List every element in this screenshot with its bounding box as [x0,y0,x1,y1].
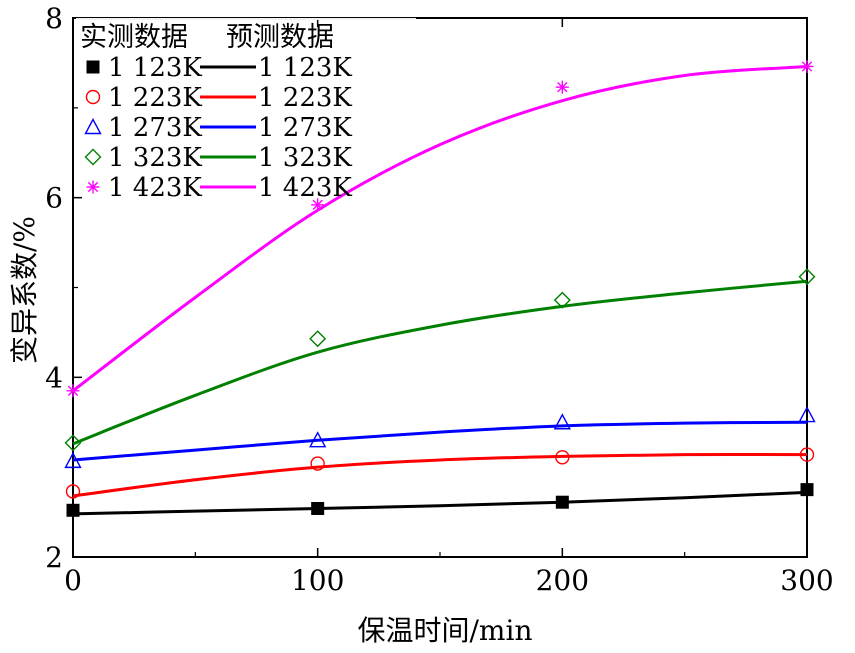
measured-point-2 [798,406,816,423]
legend-label-predicted: 1 273K [258,113,352,143]
legend-marker [86,180,100,194]
y-tick-label: 2 [45,541,63,574]
legend-header-predicted: 预测数据 [226,22,334,53]
prediction-line-4 [72,65,808,393]
y-tick-label: 4 [45,361,63,394]
legend-marker [84,148,102,166]
legend-row: 1 223K 1 223K [85,83,352,113]
measured-point-2 [64,451,82,469]
measured-point-0 [311,501,325,515]
legend-label-predicted: 1 423K [258,173,352,203]
x-tick-labels: 0 100 200 300 [64,564,834,597]
legend-marker [85,89,101,105]
legend-label-measured: 1 423K [108,173,202,203]
measured-point-3 [553,291,571,309]
measured-point-1 [65,484,81,499]
measured-point-4 [311,198,325,212]
x-tick-label: 300 [780,564,833,597]
x-tick-label: 100 [291,564,344,597]
measured-point-4 [800,60,814,74]
legend-header-measured: 实测数据 [80,22,188,53]
measured-point-4 [555,80,569,94]
measured-markers [64,60,816,517]
measured-point-4 [66,384,80,398]
y-axis-label: 变异系数/% [8,216,41,364]
legend-label-measured: 1 273K [108,113,202,143]
measured-point-1 [555,450,570,465]
measured-point-1 [310,456,325,471]
prediction-line-0 [72,490,808,516]
measured-point-2 [308,431,327,448]
legend-marker [84,118,102,135]
measured-point-2 [553,413,572,430]
legend-label-measured: 1 123K [108,53,202,83]
y-tick-labels: 2 4 6 8 [45,2,63,574]
prediction-line-2 [72,420,808,462]
legend-label-predicted: 1 223K [258,83,352,113]
legend-row: 1 123K 1 123K [86,53,352,83]
x-axis-label: 保温时间/min [358,614,533,647]
legend-label-measured: 1 223K [108,83,202,113]
legend-marker [86,60,100,74]
prediction-line-1 [72,452,808,498]
axis-ticks [72,17,808,558]
measured-point-3 [798,268,816,286]
prediction-line-3 [72,279,808,446]
y-tick-label: 8 [45,2,63,35]
measured-point-3 [309,330,327,348]
legend-label-measured: 1 323K [108,143,202,173]
legend-label-predicted: 1 123K [258,53,352,83]
legend-label-predicted: 1 323K [258,143,352,173]
legend-box [76,18,416,20]
legend-row: 1 323K 1 323K [84,143,352,173]
measured-point-3 [64,434,82,452]
y-tick-label: 6 [45,182,63,215]
measured-point-0 [66,503,80,517]
measured-point-0 [800,483,814,497]
legend-row: 1 423K 1 423K [86,173,352,203]
prediction-lines [72,65,808,516]
x-tick-label: 0 [64,564,82,597]
legend-row: 1 273K 1 273K [84,113,352,143]
x-tick-label: 200 [536,564,589,597]
measured-point-1 [799,447,815,462]
measured-point-0 [555,495,569,509]
